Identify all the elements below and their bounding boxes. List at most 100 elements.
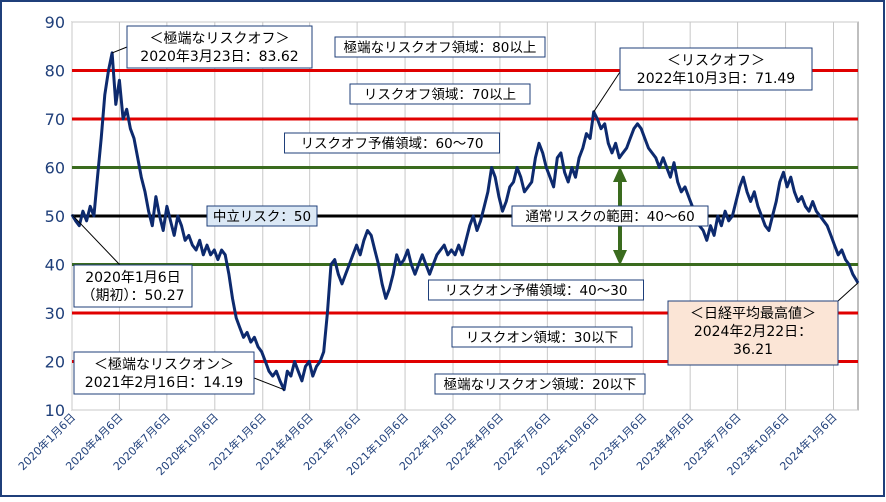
data-point [461,254,463,256]
data-point [407,249,409,251]
data-point [312,375,314,377]
data-point [213,249,215,251]
data-point [78,225,80,227]
data-point [469,225,471,227]
reference-label-text: 極端なリスクオン領域：20以下 [444,376,637,393]
data-point [319,360,321,363]
data-point [436,254,438,256]
data-point [476,229,478,232]
annotation-period-start: 2020年1月6日（期初）：50.27 [71,214,193,308]
y-tick-label: 40 [45,256,65,275]
data-point [272,375,274,377]
annotation-nikkei-high-value: 36.21 [733,342,773,358]
data-point [757,205,759,207]
data-point [852,273,854,275]
data-point [501,210,504,212]
data-point [410,263,412,266]
reference-label-box [428,279,644,301]
annotation-risk-off: ＜リスクオフ＞ 2022年10月3日：71.49 [593,47,813,113]
data-point [206,244,208,246]
data-point [600,128,602,130]
data-point [129,128,131,130]
data-point [534,157,537,159]
annotation-extreme-risk-on: ＜極端なリスクオン＞ 2021年2月16日：14.19 [73,351,285,395]
data-point [279,380,281,382]
data-point [764,225,766,227]
data-point [290,375,292,377]
annotation-extreme-risk-on-text: 2021年2月16日：14.19 [85,375,243,391]
data-point [118,79,120,81]
data-point [516,166,518,169]
reference-labels: 極端なリスクオフ領域：80以上リスクオフ領域：70以上リスクオフ予備領域：60～… [206,36,709,395]
data-point [629,137,631,139]
data-point [494,176,496,178]
data-point [359,254,361,256]
data-point [173,234,175,236]
data-point [618,157,620,159]
data-point [151,225,153,227]
annotation-nikkei-high: ＜日経平均最高値＞ 2024年2月22日： 36.21 [667,282,859,366]
data-point [848,263,850,266]
data-point [527,186,529,188]
y-tick-label: 60 [45,159,65,178]
data-point [126,108,128,110]
data-point [498,196,500,198]
data-point [458,244,460,246]
data-point [585,133,588,135]
data-point [753,191,755,193]
annotation-extreme-risk-off-text: 2020年3月23日：83.62 [140,49,298,65]
data-point [560,152,562,154]
data-point [250,341,252,343]
data-point [363,239,365,241]
data-point [782,171,785,173]
data-point [509,186,511,188]
data-point [264,360,266,363]
data-point [308,360,310,363]
series-line [70,51,860,392]
data-point [808,210,810,212]
data-point [148,210,150,212]
data-point [86,220,88,222]
data-point [823,220,825,222]
data-point [429,273,431,275]
data-point [297,370,299,372]
data-point [735,200,737,203]
data-point [746,191,748,193]
data-point [246,331,248,333]
data-point [224,254,226,256]
data-point [137,157,139,159]
data-point [673,162,675,164]
annotation-period-start-leader [71,214,121,266]
data-point [480,220,482,222]
data-point [381,283,383,285]
data-point [162,229,164,232]
data-point [545,166,547,169]
data-point [750,200,752,203]
data-point [542,152,544,154]
annotation-extreme-risk-on-box [73,351,255,395]
data-point [706,239,708,241]
data-point [553,186,555,188]
data-point [830,234,832,236]
data-point [396,254,398,256]
data-point [326,312,328,314]
data-point [166,205,168,207]
normal-range-label-text: 通常リスクの範囲：40～60 [525,209,694,225]
data-point [702,229,704,232]
annotation-extreme-risk-off-leader [111,46,128,54]
data-point [275,370,277,372]
data-point [790,176,792,178]
data-point [159,215,161,217]
reference-label: 中立リスク：50 [206,205,318,227]
data-point [742,176,744,178]
annotation-period-start-box [73,264,193,308]
annotation-extreme-risk-on-leader [253,377,285,391]
data-point [589,137,591,139]
data-point [779,181,781,183]
data-point [392,273,394,275]
data-point [399,263,401,266]
data-point [647,147,650,149]
annotation-period-start-title: 2020年1月6日 [85,270,180,286]
data-point [286,370,288,372]
